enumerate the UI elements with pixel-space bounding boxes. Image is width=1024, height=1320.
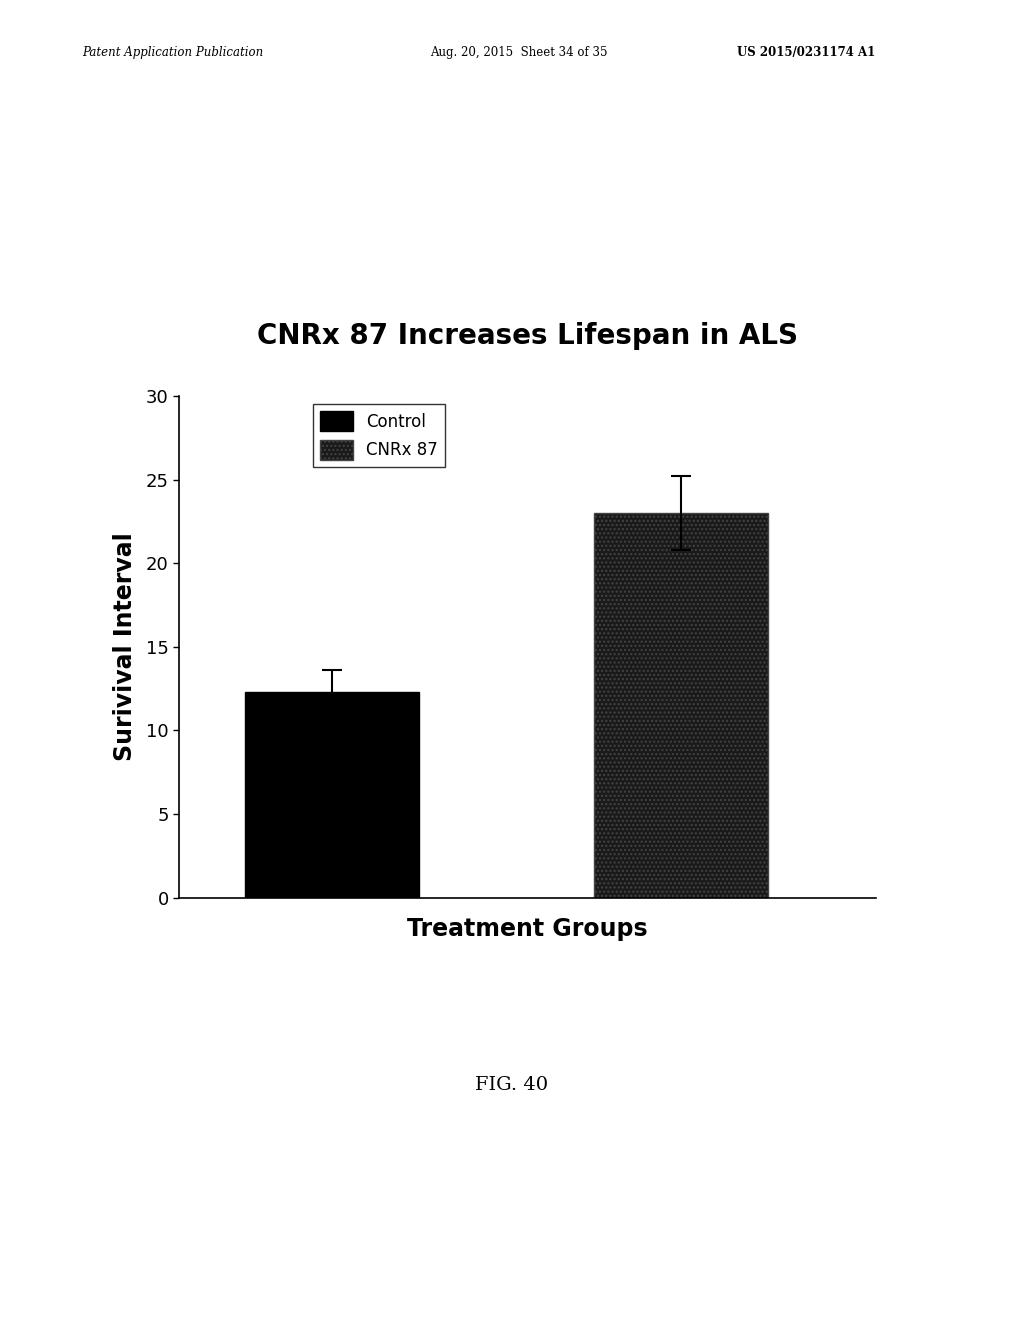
Legend: Control, CNRx 87: Control, CNRx 87 [313, 404, 444, 467]
Bar [246, 692, 420, 898]
Text: US 2015/0231174 A1: US 2015/0231174 A1 [737, 46, 876, 59]
Text: Treatment Groups: Treatment Groups [408, 917, 647, 941]
Y-axis label: Surivival Interval: Surivival Interval [114, 532, 137, 762]
Text: FIG. 40: FIG. 40 [475, 1076, 549, 1094]
Text: CNRx 87 Increases Lifespan in ALS: CNRx 87 Increases Lifespan in ALS [257, 322, 798, 350]
Bar [594, 513, 768, 898]
Text: Patent Application Publication: Patent Application Publication [82, 46, 263, 59]
Text: Aug. 20, 2015  Sheet 34 of 35: Aug. 20, 2015 Sheet 34 of 35 [430, 46, 607, 59]
